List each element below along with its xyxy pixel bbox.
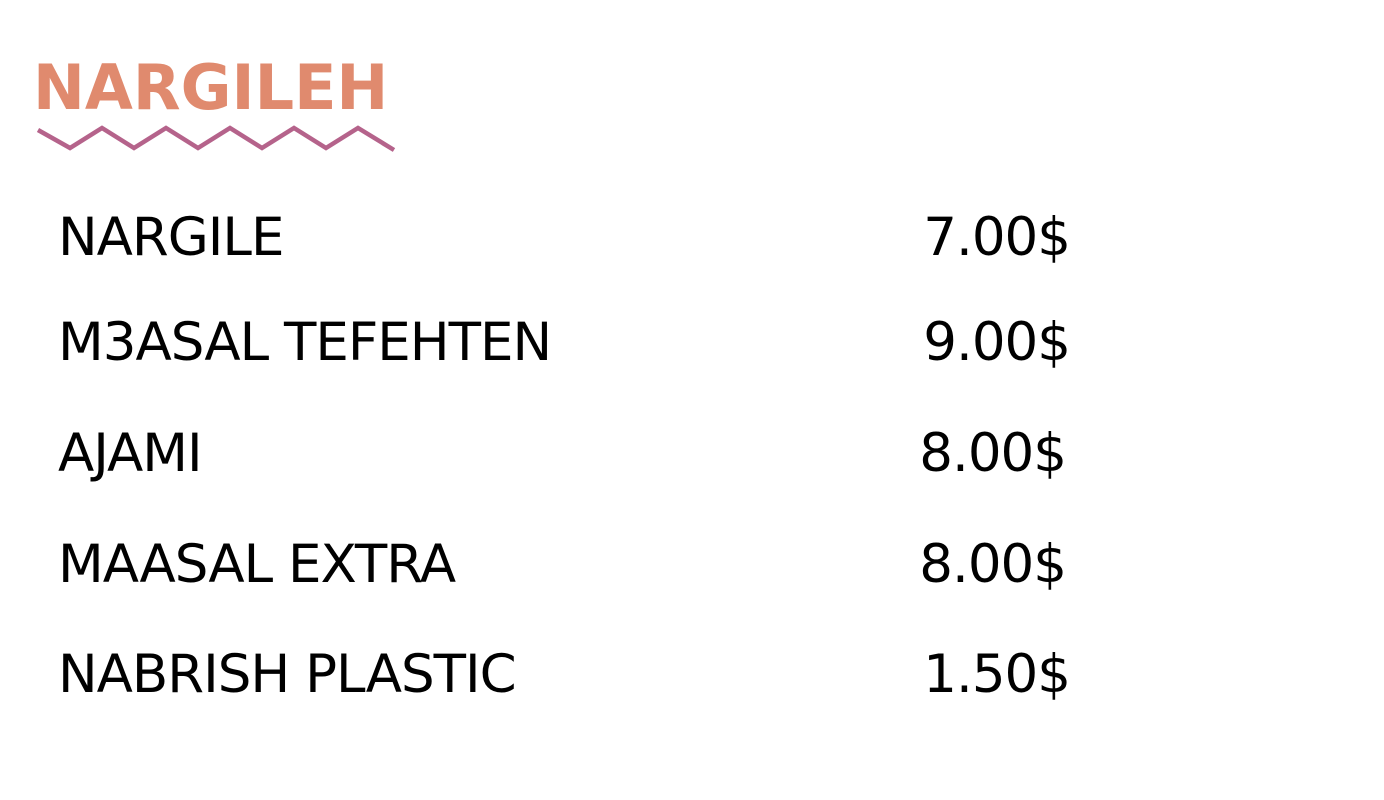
menu-item-row: M3ASAL TEFEHTEN 9.00$ bbox=[0, 303, 1384, 383]
menu-item-price: 1.50$ bbox=[923, 644, 1071, 705]
menu-item-name: NARGILE bbox=[58, 207, 284, 268]
menu-item-price: 8.00$ bbox=[919, 534, 1067, 595]
menu-item-row: MAASAL EXTRA 8.00$ bbox=[0, 525, 1384, 605]
menu-item-name: MAASAL EXTRA bbox=[58, 534, 456, 595]
menu-item-price: 8.00$ bbox=[919, 423, 1067, 484]
section-title: NARGILEH bbox=[33, 51, 389, 124]
menu-item-name: M3ASAL TEFEHTEN bbox=[58, 312, 552, 373]
menu-item-row: AJAMI 8.00$ bbox=[0, 414, 1384, 494]
menu-item-price: 9.00$ bbox=[923, 312, 1071, 373]
menu-item-row: NARGILE 7.00$ bbox=[0, 198, 1384, 278]
menu-item-price: 7.00$ bbox=[923, 207, 1071, 268]
menu-item-name: AJAMI bbox=[58, 423, 203, 484]
menu-item-name: NABRISH PLASTIC bbox=[58, 644, 517, 705]
zigzag-underline-icon bbox=[36, 125, 396, 152]
menu-item-row: NABRISH PLASTIC 1.50$ bbox=[0, 635, 1384, 715]
